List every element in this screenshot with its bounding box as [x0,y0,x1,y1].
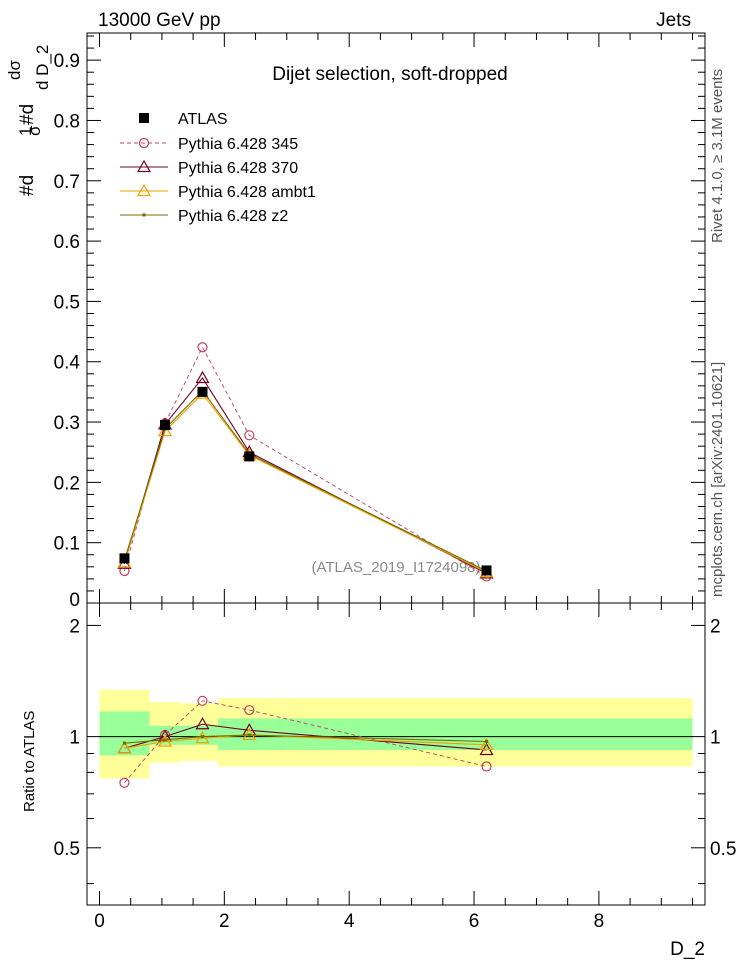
ylabel-d1: #d [17,175,38,196]
legend: ATLAS Pythia 6.428 345 Pythia 6.428 370 Pyt… [120,111,316,225]
ratio-point-z2-2 [200,735,204,739]
main-point-p370-2 [195,370,210,384]
ratio-ytick-label-right: 2 [710,616,721,637]
ratio-point-z2-0 [122,741,126,745]
ratio-point-p345-2 [197,695,208,706]
ratio-ytick-label-right: 0.5 [710,839,736,860]
main-plot-panel: Dijet selection, soft-dropped (ATLAS_201… [5,32,706,611]
main-ytick-label: 0.9 [54,51,80,72]
ratio-ytick-label-left: 0.5 [54,839,80,860]
legend-marker-p345 [138,137,150,149]
main-point-p345-3 [244,430,255,441]
header-left: 13000 GeV pp [98,10,221,31]
ratio-line-p345 [124,700,487,784]
legend-entry-p345: Pythia 6.428 345 [120,136,298,153]
ratio-xtick-label: 6 [469,911,480,932]
ratio-xtick-label: 0 [94,911,105,932]
ratio-xtick-label: 2 [219,911,230,932]
ratio-point-p345-0 [119,777,130,788]
ratio-series-ambt1 [117,727,494,754]
ratio-point-ambt1-1 [157,734,173,747]
ratio-point-ambt1-4 [479,737,494,750]
main-ytick-label-zero: 0 [69,590,80,611]
ratio-band-inner-2 [180,725,219,745]
main-y-axis-label: #d 1 σ #d dσ d D_2 [5,45,52,196]
ratio-point-z2-3 [247,733,251,737]
main-ytick-label: 0.4 [54,353,81,374]
ylabel-dsigma: dσ [5,60,24,80]
legend-entry-z2: Pythia 6.428 z2 [120,208,288,225]
ratio-plot-panel: 0.5 0.5 1 1 2 2 0 2 4 6 8 Ratio to ATLAS D_2 [21,602,736,960]
ratio-band-inner-0 [99,711,150,756]
legend-entry-atlas: ATLAS [139,111,228,128]
legend-marker-ambt1 [136,183,152,197]
legend-marker-p370 [136,159,152,173]
ratio-point-p345-4 [481,761,492,772]
ratio-point-ambt1-2 [195,731,210,744]
main-ytick-label: 0.1 [54,534,80,555]
mcplots-label: mcplots.cern.ch [arXiv:2401.10621] [709,362,726,597]
main-series-atlas [119,386,492,576]
ratio-ytick-label-left: 1 [69,728,80,749]
ylabel-sigma: σ [25,125,44,136]
analysis-watermark: (ATLAS_2019_I1724098) [311,559,480,576]
main-point-atlas-4 [481,565,492,576]
main-ytick-label: 0.2 [54,473,80,494]
ratio-ytick-label-right: 1 [710,728,721,749]
legend-label-atlas: ATLAS [178,111,228,128]
ratio-line-ambt1 [124,734,487,749]
main-line-ambt1 [123,392,487,573]
ratio-point-ambt1-0 [117,741,132,754]
legend-label-z2: Pythia 6.428 z2 [178,208,288,225]
ratio-series-z2 [122,733,489,745]
ratio-point-p370-2 [195,717,210,730]
main-ytick-label: 0.3 [54,413,80,434]
ratio-ytick-label-left: 2 [69,616,80,637]
ratio-point-p345-3 [244,704,255,716]
main-ytick-label: 0.5 [54,292,80,313]
main-plot-title: Dijet selection, soft-dropped [272,64,508,85]
ratio-point-z2-4 [485,739,489,743]
main-point-ambt1-1 [157,423,173,437]
main-ytick-label: 0.8 [54,111,80,132]
ylabel-one: 1 [16,127,35,136]
legend-marker-atlas [139,113,149,123]
x-axis-label: D_2 [670,939,705,960]
ratio-point-z2-1 [163,738,167,742]
ratio-series-p345 [119,695,492,788]
legend-label-ambt1: Pythia 6.428 ambt1 [178,184,316,201]
rivet-version-label: Rivet 4.1.0, ≥ 3.1M events [709,69,726,243]
main-point-atlas-3 [244,451,255,462]
main-point-atlas-1 [160,420,171,431]
header-right: Jets [656,10,691,31]
main-ytick-label: 0.7 [54,172,80,193]
ratio-point-ambt1-3 [242,727,257,741]
main-line-p345 [124,346,487,577]
main-point-atlas-2 [197,386,208,397]
main-point-atlas-0 [119,553,130,564]
legend-marker-z2 [142,213,146,217]
legend-entry-ambt1: Pythia 6.428 ambt1 [120,183,316,201]
legend-label-p345: Pythia 6.428 345 [178,136,298,153]
main-ytick-label: 0.6 [54,232,80,253]
ratio-xtick-label: 8 [594,911,605,932]
main-point-p345-2 [197,342,208,353]
ratio-y-axis-label: Ratio to ATLAS [21,711,38,812]
legend-entry-p370: Pythia 6.428 370 [120,159,298,177]
ratio-xtick-label: 4 [344,911,355,932]
legend-label-p370: Pythia 6.428 370 [178,160,298,177]
ylabel-dd2: d D_2 [33,45,52,90]
ylabel-d2: #d [17,104,38,125]
